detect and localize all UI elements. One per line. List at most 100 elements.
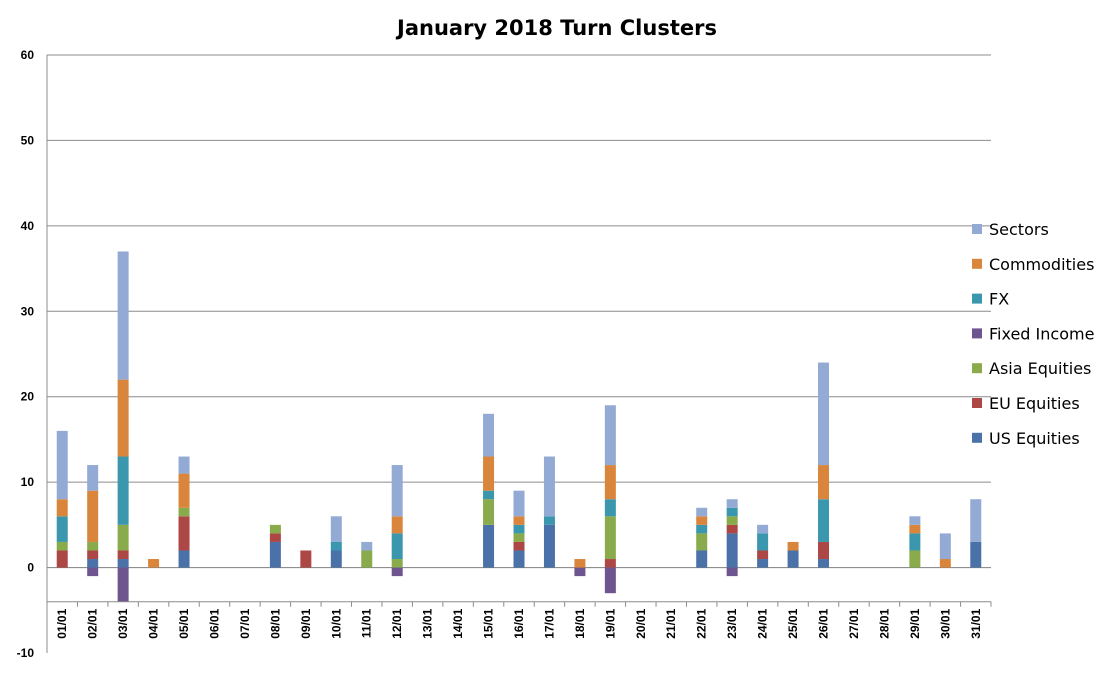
bar-segment <box>574 559 586 568</box>
bar-segment <box>361 550 373 568</box>
legend-swatch <box>972 363 982 374</box>
bar-segment <box>483 413 495 457</box>
bar-segment <box>178 507 190 517</box>
bar-segment <box>117 559 129 568</box>
bar-segment <box>117 567 129 602</box>
bar-segment <box>391 465 403 517</box>
bar-segment <box>939 559 951 568</box>
bar-segment <box>818 541 830 560</box>
y-axis: -10 0 10 20 30 40 50 60 <box>17 48 48 660</box>
bar-segment <box>604 567 616 594</box>
bar-segment <box>604 405 616 466</box>
x-tick-label: 23/01 <box>725 608 739 638</box>
legend-label: EU Equities <box>989 394 1080 413</box>
bar-segment <box>300 550 312 568</box>
bar-segment <box>726 499 738 508</box>
bar-segment <box>604 559 616 568</box>
x-tick-label: 25/01 <box>786 608 800 638</box>
bar-segment <box>726 524 738 534</box>
bar-segment <box>117 550 129 560</box>
bar-segment <box>787 541 799 551</box>
bar-segment <box>117 379 129 457</box>
x-tick-label: 11/01 <box>360 608 374 638</box>
bar-segment <box>391 559 403 568</box>
x-tick-label: 01/01 <box>55 608 69 638</box>
x-tick-label: 15/01 <box>482 608 496 638</box>
bar-segment <box>818 499 830 542</box>
bar-segment <box>269 541 281 568</box>
bar-segment <box>483 490 495 500</box>
y-tick-label: 30 <box>21 304 35 318</box>
x-tick-label: 26/01 <box>817 608 831 638</box>
bar-segment <box>757 533 769 551</box>
bar-segment <box>87 490 99 542</box>
x-tick-label: 04/01 <box>147 608 161 638</box>
x-tick-label: 13/01 <box>421 608 435 638</box>
bar-segment <box>178 456 190 474</box>
bar-segment <box>330 541 342 551</box>
x-tick-label: 28/01 <box>877 608 891 638</box>
x-tick-label: 21/01 <box>664 608 678 638</box>
bar-segment <box>757 559 769 568</box>
chart-title: January 2018 Turn Clusters <box>395 16 717 40</box>
bar-segment <box>513 490 525 517</box>
bar-segment <box>483 524 495 568</box>
bar-segment <box>87 550 99 560</box>
bar-segment <box>56 550 68 568</box>
bar-segment <box>269 524 281 534</box>
bar-segment <box>939 533 951 560</box>
x-tick-label: 02/01 <box>86 608 100 638</box>
bar-segment <box>56 499 68 517</box>
x-tick-label: 27/01 <box>847 608 861 638</box>
legend-swatch <box>972 224 982 234</box>
bar-segment <box>909 524 921 534</box>
bar-segment <box>391 533 403 560</box>
x-tick-label: 05/01 <box>177 608 191 638</box>
y-tick-label: 0 <box>27 561 34 575</box>
bar-segment <box>970 541 982 568</box>
y-tick-label: -10 <box>17 646 35 660</box>
x-tick-label: 14/01 <box>451 608 465 638</box>
legend-swatch <box>972 258 982 269</box>
bar-segment <box>391 516 403 534</box>
legend-swatch <box>972 432 982 443</box>
y-tick-label: 40 <box>21 219 35 233</box>
bar-segment <box>909 516 921 525</box>
y-tick-label: 50 <box>21 133 35 147</box>
bar-segment <box>513 541 525 551</box>
bar-segment <box>726 516 738 525</box>
x-tick-label: 03/01 <box>116 608 130 638</box>
bars <box>56 251 982 602</box>
bar-segment <box>117 251 129 380</box>
x-tick-label: 09/01 <box>299 608 313 638</box>
bar-segment <box>909 550 921 568</box>
bar-segment <box>483 456 495 491</box>
legend: Sectors Commodities FX Fixed Income Asia Equ… <box>972 220 1094 448</box>
bar-segment <box>391 567 403 577</box>
bar-segment <box>178 516 190 551</box>
bar-segment <box>56 430 68 500</box>
bar-segment <box>970 499 982 542</box>
bar-segment <box>148 559 160 568</box>
bar-segment <box>696 524 708 534</box>
bar-segment <box>757 524 769 534</box>
x-tick-label: 20/01 <box>634 608 648 638</box>
bar-segment <box>604 499 616 517</box>
y-tick-label: 20 <box>21 390 35 404</box>
x-tick-label: 17/01 <box>542 608 556 638</box>
x-tick-label: 31/01 <box>969 608 983 638</box>
bar-segment <box>909 533 921 551</box>
legend-swatch <box>972 398 982 408</box>
legend-swatch <box>972 328 982 339</box>
bar-segment <box>87 567 99 577</box>
x-tick-label: 29/01 <box>908 608 922 638</box>
bar-segment <box>818 559 830 568</box>
x-tick-label: 18/01 <box>573 608 587 638</box>
bar-segment <box>787 550 799 568</box>
x-tick-label: 10/01 <box>329 608 343 638</box>
bar-segment <box>818 465 830 500</box>
bar-segment <box>483 499 495 525</box>
bar-segment <box>87 541 99 551</box>
legend-swatch <box>972 293 982 304</box>
